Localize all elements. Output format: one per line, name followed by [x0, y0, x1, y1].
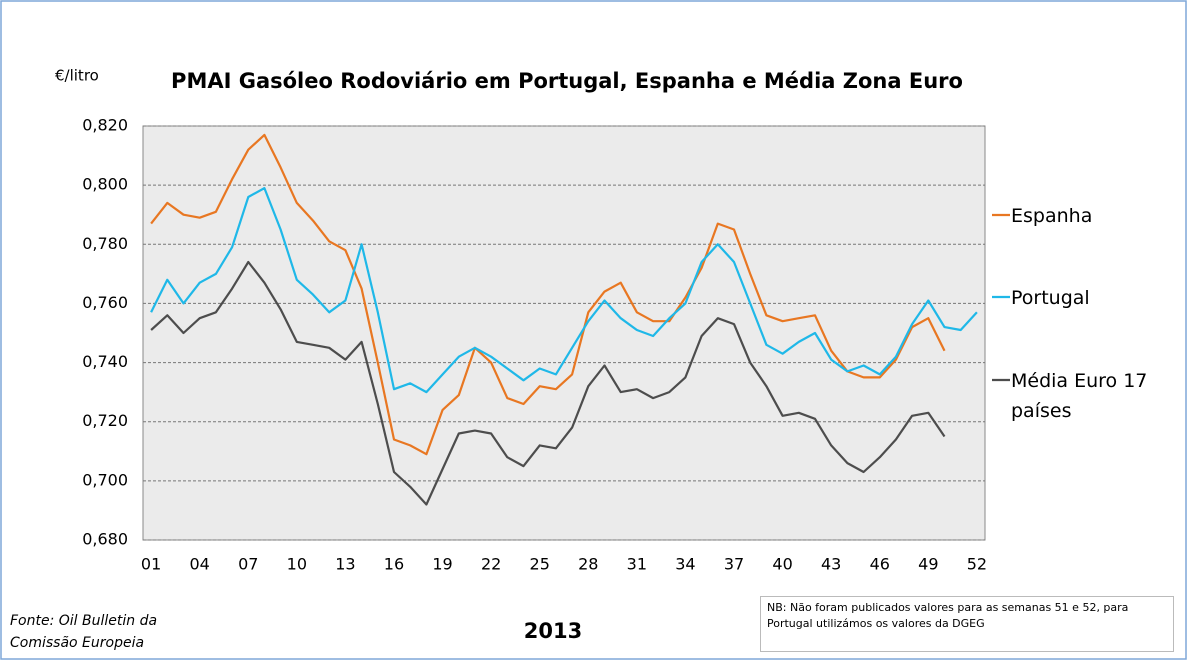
x-tick-label: 37	[724, 555, 744, 574]
y-tick-label: 0,820	[82, 116, 128, 135]
line-series	[150, 133, 946, 456]
x-tick-label: 07	[238, 555, 258, 574]
x-tick-label: 22	[481, 555, 501, 574]
legend-label: Portugal	[1011, 287, 1090, 309]
source: Fonte: Oil Bulletin da Comissão Europeia	[10, 613, 158, 651]
y-tick-label: 0,760	[82, 293, 128, 312]
x-tick-label: 13	[335, 555, 355, 574]
line-series	[150, 260, 946, 506]
x-tick-label: 46	[870, 555, 890, 574]
x-tick-label: 01	[141, 555, 161, 574]
chart-title: PMAI Gasóleo Rodoviário em Portugal, Esp…	[171, 69, 963, 93]
x-tick-label: 49	[918, 555, 938, 574]
y-tick-label: 0,740	[82, 352, 128, 371]
x-tick-label: 28	[578, 555, 598, 574]
x-tick-label: 16	[384, 555, 404, 574]
x-tick-label: 04	[189, 555, 209, 574]
x-tick-label: 43	[821, 555, 841, 574]
legend-label: Média Euro 17 países	[1011, 370, 1148, 422]
x-tick-label: 19	[432, 555, 452, 574]
line-series	[150, 187, 978, 394]
y-tick-label: 0,800	[82, 175, 128, 194]
y-tick-label: 0,780	[82, 234, 128, 253]
y-axis-label: €/litro	[55, 67, 99, 85]
y-tick-label: 0,700	[82, 470, 128, 489]
plot-area	[142, 125, 986, 541]
y-tick-label: 0,720	[82, 411, 128, 430]
note: NB: Não foram publicados valores para as…	[760, 596, 1174, 652]
x-tick-label: 34	[675, 555, 695, 574]
x-tick-label: 52	[967, 555, 987, 574]
x-tick-label: 40	[772, 555, 792, 574]
legend-label: Espanha	[1011, 205, 1093, 227]
y-tick-label: 0,680	[82, 530, 128, 549]
x-axis-label: 2013	[524, 619, 582, 643]
x-tick-label: 25	[530, 555, 550, 574]
x-tick-label: 10	[287, 555, 307, 574]
x-tick-label: 31	[627, 555, 647, 574]
